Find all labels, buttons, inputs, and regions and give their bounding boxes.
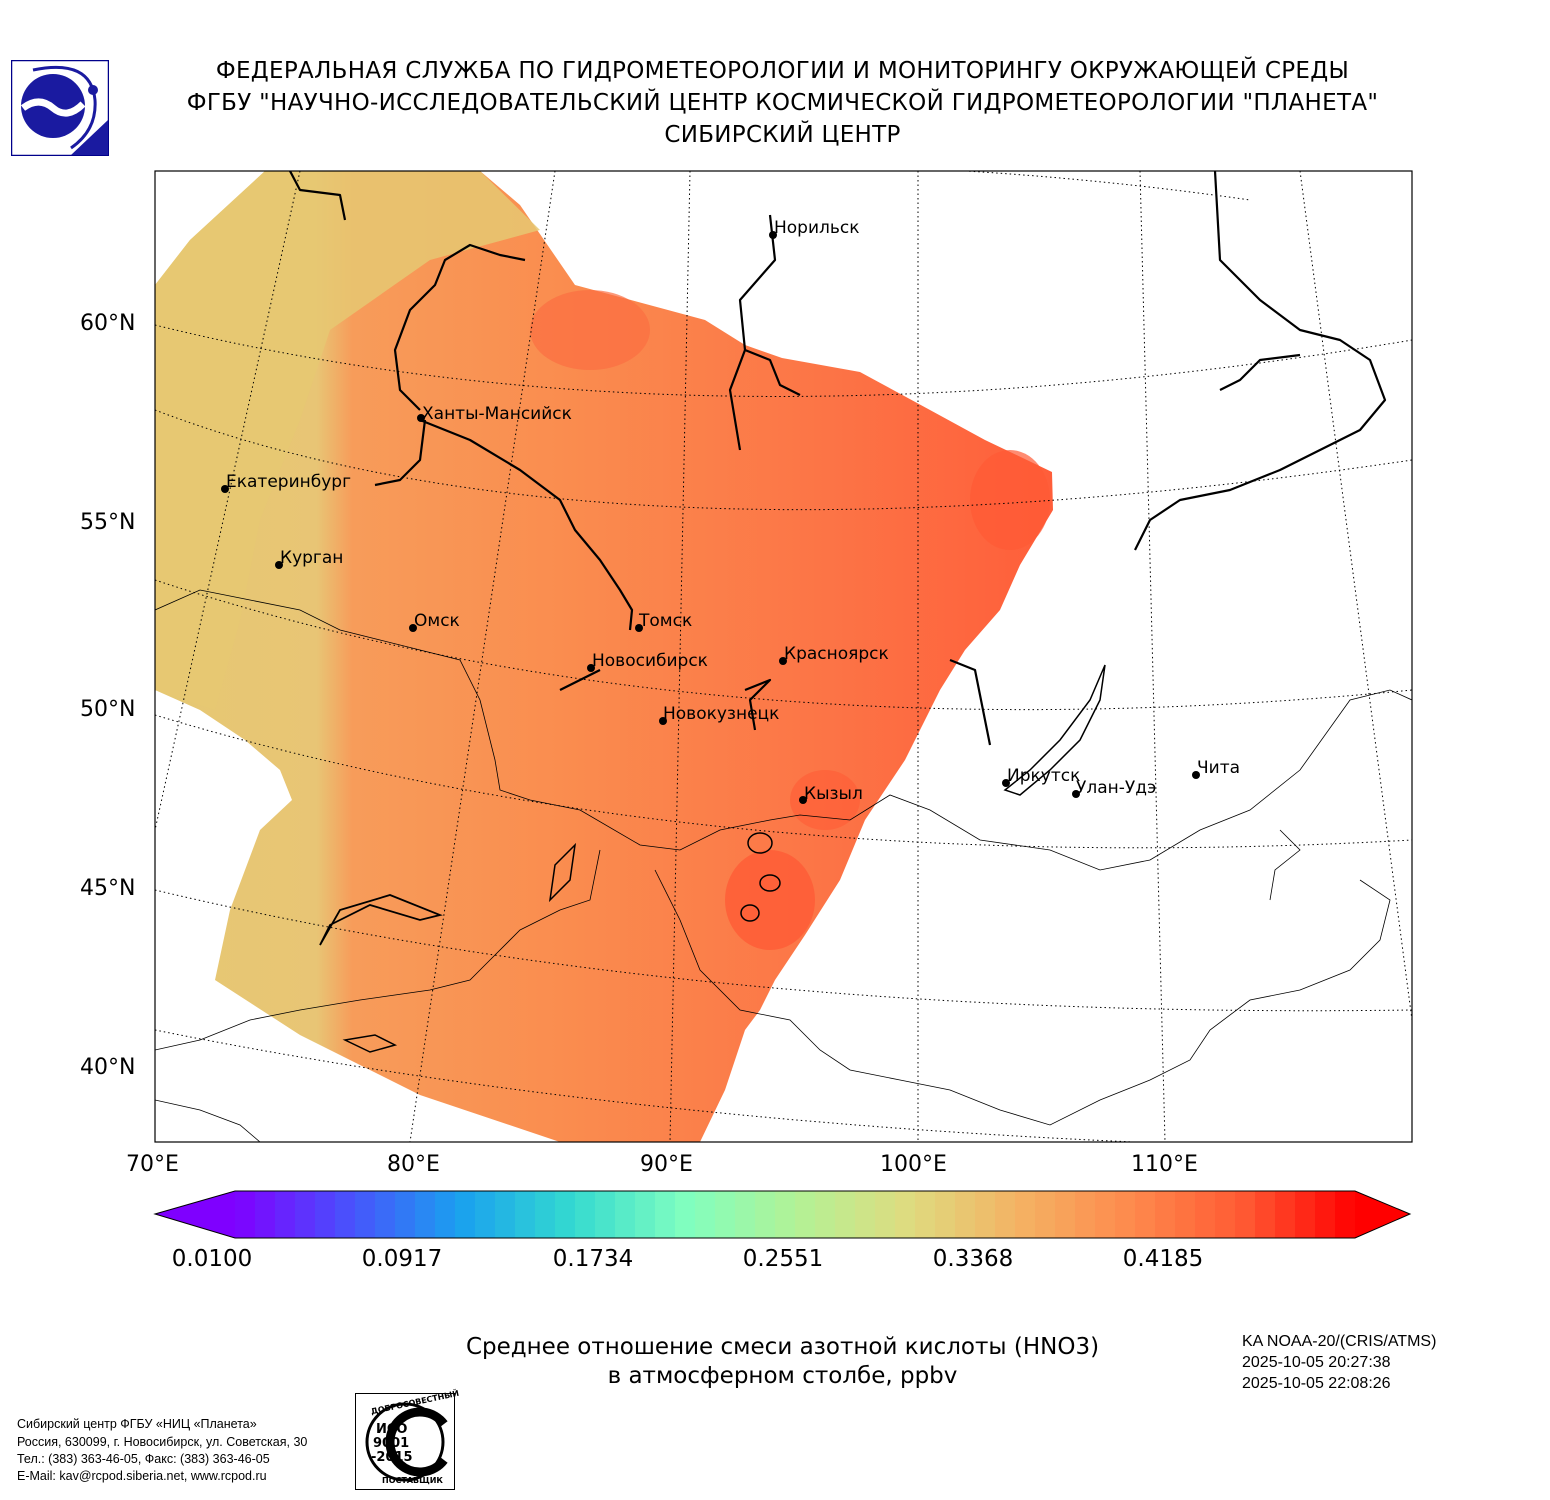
footer-line-2: Россия, 630099, г. Новосибирск, ул. Сове… [17, 1435, 308, 1449]
iso-line-2: 9001 [373, 1436, 410, 1451]
lat-label-40: 40°N [80, 1055, 136, 1080]
lon-label-110: 110°E [1131, 1152, 1198, 1177]
colorbar-cell [535, 1191, 556, 1238]
colorbar-cell [1155, 1191, 1176, 1238]
footer-line-3: Тел.: (383) 363-46-05, Факс: (383) 363-4… [17, 1452, 270, 1466]
colorbar-cell [715, 1191, 736, 1238]
colorbar-cell [1295, 1191, 1316, 1238]
colorbar-cell [1055, 1191, 1076, 1238]
colorbar-cell [1095, 1191, 1116, 1238]
colorbar-extend-max [1355, 1191, 1410, 1238]
satellite-name: KA NOAA-20/(CRIS/ATMS) [1242, 1333, 1437, 1350]
header-line-3: СИБИРСКИЙ ЦЕНТР [664, 122, 901, 148]
colorbar-cell [915, 1191, 936, 1238]
colorbar-cell [775, 1191, 796, 1238]
colorbar-cell [1215, 1191, 1236, 1238]
colorbar-cell [555, 1191, 576, 1238]
colorbar-cell [1255, 1191, 1276, 1238]
colorbar-extend-min [155, 1191, 235, 1238]
colorbar-cell [1115, 1191, 1136, 1238]
colorbar-cell [435, 1191, 456, 1238]
colorbar-label-4: 0.3368 [932, 1246, 1014, 1272]
header-line-1: ФЕДЕРАЛЬНАЯ СЛУЖБА ПО ГИДРОМЕТЕОРОЛОГИИ … [215, 58, 1350, 84]
colorbar-cell [595, 1191, 616, 1238]
colorbar-cell [275, 1191, 296, 1238]
colorbar-cell [655, 1191, 676, 1238]
colorbar-cell [495, 1191, 516, 1238]
colorbar-cell [1175, 1191, 1196, 1238]
colorbar-label-3: 0.2551 [742, 1246, 824, 1272]
colorbar-cell [455, 1191, 476, 1238]
footer-line-1: Сибирский центр ФГБУ «НИЦ «Планета» [17, 1417, 257, 1431]
colorbar-cell [355, 1191, 376, 1238]
colorbar-cell [295, 1191, 316, 1238]
colorbar-cell [995, 1191, 1016, 1238]
satellite-time-start: 2025-10-05 20:27:38 [1242, 1354, 1391, 1371]
footer-line-4: E-Mail: kav@rcpod.siberia.net, www.rcpod… [17, 1469, 267, 1483]
colorbar-cell [1275, 1191, 1296, 1238]
satellite-time-end: 2025-10-05 22:08:26 [1242, 1375, 1391, 1392]
colorbar-cell [815, 1191, 836, 1238]
colorbar-cell [855, 1191, 876, 1238]
colorbar-label-2: 0.1734 [552, 1246, 634, 1272]
colorbar [153, 1190, 1412, 1239]
colorbar-label-0: 0.0100 [171, 1246, 253, 1272]
colorbar-cell [395, 1191, 416, 1238]
lat-label-45: 45°N [80, 876, 136, 901]
lat-label-55: 55°N [80, 510, 136, 535]
colorbar-cell [835, 1191, 856, 1238]
colorbar-cell [875, 1191, 896, 1238]
colorbar-cell [1075, 1191, 1096, 1238]
colorbar-cell [255, 1191, 276, 1238]
colorbar-cell [1015, 1191, 1036, 1238]
colorbar-cell [935, 1191, 956, 1238]
iso-badge-icon [365, 1402, 448, 1482]
planeta-logo-icon [11, 60, 109, 156]
colorbar-cell [1235, 1191, 1256, 1238]
colorbar-cell [615, 1191, 636, 1238]
lon-label-70: 70°E [126, 1152, 179, 1177]
colorbar-cell [1335, 1191, 1356, 1238]
iso-badge: ДОБРОСОВЕСТНЫЙ ИСО 9001 -2015 ПОСТАВЩИК [355, 1389, 460, 1490]
colorbar-cell [575, 1191, 596, 1238]
colorbar-cell [895, 1191, 916, 1238]
colorbar-cell [415, 1191, 436, 1238]
colorbar-cell [795, 1191, 816, 1238]
colorbar-cell [315, 1191, 336, 1238]
colorbar-cell [335, 1191, 356, 1238]
header-line-2: ФГБУ "НАУЧНО-ИССЛЕДОВАТЕЛЬСКИЙ ЦЕНТР КОС… [186, 90, 1379, 116]
hno3-field [155, 171, 1053, 1142]
lat-label-60: 60°N [80, 311, 136, 336]
colorbar-cell [675, 1191, 696, 1238]
colorbar-cell [1035, 1191, 1056, 1238]
lon-label-100: 100°E [880, 1152, 947, 1177]
lat-label-50: 50°N [80, 697, 136, 722]
caption-line-1: Среднее отношение смеси азотной кислоты … [465, 1334, 1100, 1360]
colorbar-label-1: 0.0917 [361, 1246, 443, 1272]
lon-label-80: 80°E [387, 1152, 440, 1177]
colorbar-cell [695, 1191, 716, 1238]
colorbar-cell [1195, 1191, 1216, 1238]
colorbar-cell [515, 1191, 536, 1238]
colorbar-cell [475, 1191, 496, 1238]
colorbar-cell [635, 1191, 656, 1238]
colorbar-cell [235, 1191, 256, 1238]
iso-line-1: ИСО [376, 1422, 408, 1437]
colorbar-cell [375, 1191, 396, 1238]
colorbar-cell [1315, 1191, 1336, 1238]
lon-label-90: 90°E [640, 1152, 693, 1177]
iso-line-3: -2015 [371, 1450, 413, 1465]
caption-line-2: в атмосферном столбе, ppbv [607, 1363, 958, 1389]
colorbar-cell [955, 1191, 976, 1238]
colorbar-cell [755, 1191, 776, 1238]
colorbar-cell [975, 1191, 996, 1238]
colorbar-cell [735, 1191, 756, 1238]
colorbar-cell [1135, 1191, 1156, 1238]
colorbar-label-5: 0.4185 [1122, 1246, 1204, 1272]
iso-bottom-text: ПОСТАВЩИК [382, 1476, 443, 1485]
